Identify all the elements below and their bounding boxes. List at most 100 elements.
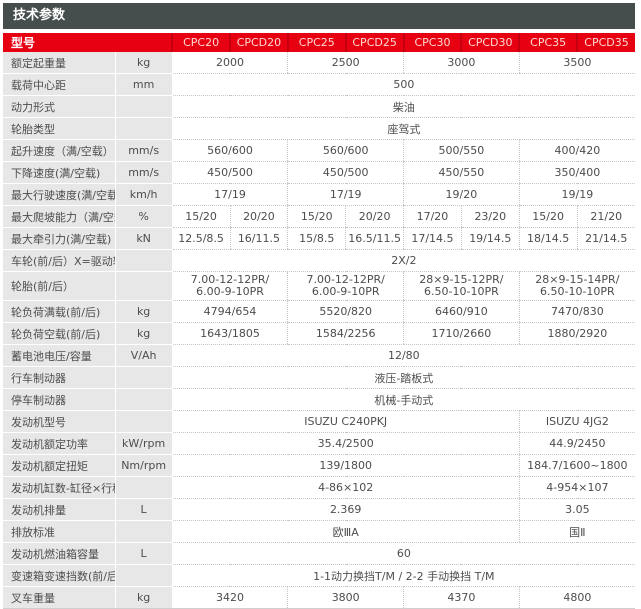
spec-row: 排放标准 欧ⅢA 国Ⅱ: [3, 520, 635, 543]
spec-value: 450/500: [172, 161, 288, 184]
spec-value: 1880/2920: [518, 322, 635, 345]
spec-row: 轮胎类型 座驾式: [3, 117, 635, 140]
spec-value: 28×9-15-14PR/ 6.50-10-10PR: [518, 271, 635, 301]
spec-row: 发动机型号 ISUZU C240PKJ ISUZU 4JG2: [3, 410, 635, 433]
spec-value: 3000: [403, 52, 520, 74]
spec-label: 发动机缸数-缸径×行程: [3, 476, 116, 499]
spec-row: 蓄电池电压/容量 V/Ah 12/80: [3, 344, 635, 367]
spec-value: 450/550: [403, 161, 520, 184]
spec-value: 15/20: [172, 205, 230, 228]
spec-value: 28×9-15-12PR/ 6.50-10-10PR: [403, 271, 520, 301]
spec-unit: km/h: [115, 183, 173, 206]
spec-value: 7.00-12-12PR/ 6.00-9-10PR: [172, 271, 288, 301]
spec-value: 35.4/2500: [172, 432, 520, 455]
spec-label: 最大牵引力(满/空载): [3, 227, 116, 250]
spec-label: 变速箱变速挡数(前/后 型式): [3, 564, 116, 587]
model-column-header: CPC30: [402, 33, 462, 52]
spec-row: 车轮(前/后）X=驱动轮 2X/2: [3, 249, 635, 272]
spec-value: 4-86×102: [172, 476, 520, 499]
spec-row: 变速箱变速挡数(前/后 型式) 1-1动力换挡T/M / 2-2 手动换挡 T/M: [3, 564, 635, 587]
spec-unit: [115, 249, 173, 272]
model-header-label: 型号: [3, 33, 173, 52]
spec-value: 17/19: [172, 183, 288, 206]
model-column-header: CPCD20: [229, 33, 288, 52]
spec-row: 下降速度(满/空载) mm/s 450/500 450/500 450/550 350/4…: [3, 161, 635, 184]
spec-value: ISUZU C240PKJ: [172, 410, 520, 433]
spec-value: 450/500: [287, 161, 404, 184]
spec-value: 500/550: [403, 139, 520, 162]
spec-label: 车轮(前/后）X=驱动轮: [3, 249, 116, 272]
spec-unit: mm/s: [115, 139, 173, 162]
spec-unit: %: [115, 205, 173, 228]
spec-value: 560/600: [287, 139, 404, 162]
section-title: 技术参数: [13, 8, 66, 23]
spec-unit: V/Ah: [115, 344, 173, 367]
spec-value: 1-1动力换挡T/M / 2-2 手动换挡 T/M: [172, 564, 635, 587]
spec-value: 20/20: [229, 205, 288, 228]
model-column-header: CPCD25: [344, 33, 404, 52]
spec-row: 叉车重量 kg 3420 3800 4370 4800: [3, 586, 635, 609]
spec-unit: L: [115, 498, 173, 521]
section-title-bar: 技术参数: [3, 3, 635, 29]
spec-unit: mm/s: [115, 161, 173, 184]
spec-label: 下降速度(满/空载): [3, 161, 116, 184]
spec-label: 发动机额定功率: [3, 432, 116, 455]
model-column-header: CPC35: [518, 33, 578, 52]
spec-unit: [115, 520, 173, 543]
spec-unit: L: [115, 542, 173, 565]
spec-label: 停车制动器: [3, 388, 116, 411]
spec-value: 4370: [403, 586, 520, 609]
spec-value: 1584/2256: [287, 322, 404, 345]
spec-table: 型号 CPC20 CPCD20 CPC25 CPCD25 CPC30 CPCD30 CPC35…: [3, 33, 635, 609]
spec-label: 轮胎类型: [3, 117, 116, 140]
spec-row: 起升速度（满/空载） mm/s 560/600 560/600 500/550 400/4…: [3, 139, 635, 162]
spec-value: 16.5/11.5: [345, 227, 404, 250]
spec-value: ISUZU 4JG2: [518, 410, 635, 433]
spec-value: 15/8.5: [287, 227, 346, 250]
spec-row: 行车制动器 液压-踏板式: [3, 366, 635, 389]
spec-value: 400/420: [518, 139, 635, 162]
spec-label: 轮负荷空载(前/后): [3, 322, 116, 345]
spec-value: 500: [172, 73, 635, 96]
spec-unit: kg: [115, 52, 173, 74]
spec-unit: [115, 388, 173, 411]
spec-label: 发动机型号: [3, 410, 116, 433]
spec-value: 国Ⅱ: [518, 520, 635, 543]
spec-unit: [115, 366, 173, 389]
spec-value: 3500: [518, 52, 635, 74]
spec-table-body: 额定起重量 kg 2000 2500 3000 3500 载荷中心距 mm 500 动力形式 柴油轮…: [3, 52, 635, 609]
spec-row: 最大爬坡能力（满/空载)%15/2020/2015/2020/2017/2023…: [3, 205, 635, 228]
spec-row: 最大行驶速度(满/空载) km/h 17/19 17/19 19/20 19/19: [3, 183, 635, 206]
spec-label: 行车制动器: [3, 366, 116, 389]
spec-value: 12.5/8.5: [172, 227, 230, 250]
spec-value: 17/20: [403, 205, 462, 228]
spec-unit: [115, 564, 173, 587]
spec-unit: mm: [115, 73, 173, 96]
spec-value: 16/11.5: [229, 227, 288, 250]
spec-value: 1643/1805: [172, 322, 288, 345]
spec-value: 12/80: [172, 344, 635, 367]
spec-value: 60: [172, 542, 635, 565]
spec-value: 560/600: [172, 139, 288, 162]
spec-value: 座驾式: [172, 117, 635, 140]
spec-row: 发动机燃油箱容量 L 60: [3, 542, 635, 565]
spec-value: 柴油: [172, 95, 635, 118]
spec-value: 350/400: [518, 161, 635, 184]
spec-value: 23/20: [460, 205, 520, 228]
model-column-header: CPC20: [171, 33, 230, 52]
spec-label: 最大爬坡能力（满/空载): [3, 205, 116, 228]
spec-value: 液压-踏板式: [172, 366, 635, 389]
spec-unit: [115, 271, 173, 301]
model-column-header: CPCD35: [576, 33, 635, 52]
spec-label: 起升速度（满/空载）: [3, 139, 116, 162]
spec-value: 5520/820: [287, 300, 404, 323]
spec-row: 发动机排量 L 2.369 3.05: [3, 498, 635, 521]
spec-value: 4794/654: [172, 300, 288, 323]
spec-value: 4800: [518, 586, 635, 609]
spec-value: 15/20: [518, 205, 578, 228]
spec-value: 7.00-12-12PR/ 6.00-9-10PR: [287, 271, 404, 301]
spec-value: 17/14.5: [403, 227, 462, 250]
spec-value: 4-954×107: [518, 476, 635, 499]
spec-row: 动力形式 柴油: [3, 95, 635, 118]
